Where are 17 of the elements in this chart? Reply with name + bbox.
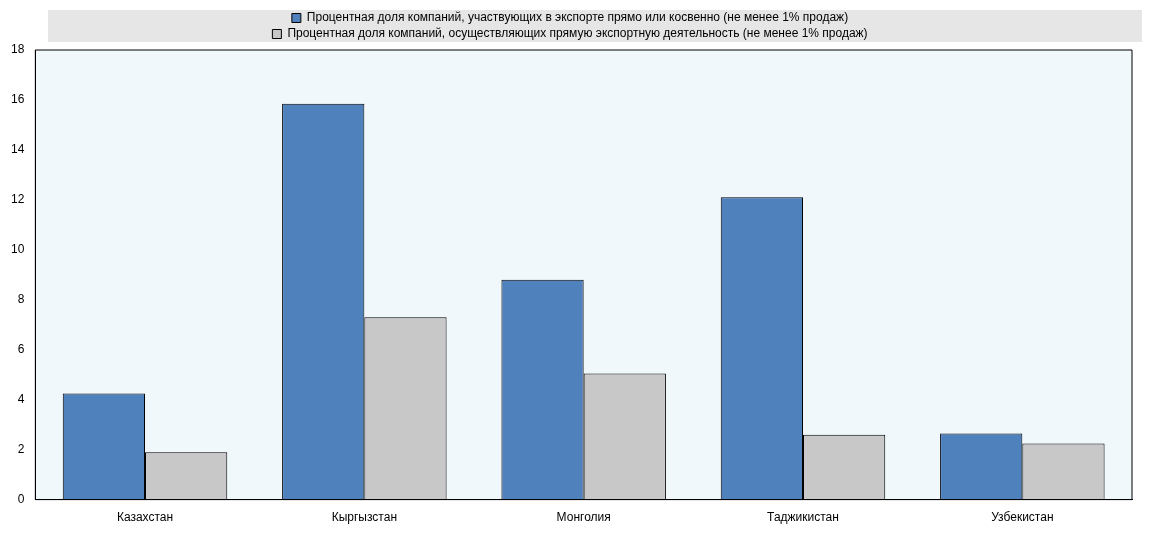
- y-tick-label: 14: [10, 142, 25, 157]
- y-tick-label: 6: [17, 342, 25, 357]
- legend-label: Процентная доля компаний, осуществляющих прямую экспортную деятельность (не менее 1% продаж): [287, 26, 868, 41]
- y-tick-label: 10: [10, 242, 25, 257]
- y-tick-label: 18: [10, 42, 25, 57]
- y-tick-label: 4: [17, 392, 25, 406]
- x-tick-label: Монголия: [556, 510, 611, 525]
- x-tick-label: Казахстан: [116, 510, 174, 525]
- x-tick-label: Таджикистан: [767, 510, 839, 525]
- y-tick-label: 12: [10, 192, 25, 207]
- y-tick-label: 2: [17, 441, 25, 456]
- x-tick-label: Кыргызстан: [331, 510, 398, 525]
- y-tick-label: 8: [17, 292, 25, 307]
- y-tick-label: 0: [17, 491, 25, 506]
- y-tick-label: 16: [10, 92, 25, 107]
- x-tick-label: Узбекистан: [991, 510, 1054, 525]
- legend-label: Процентная доля компаний, участвующих в экспорте прямо или косвенно (не менее 1% продаж): [306, 10, 849, 25]
